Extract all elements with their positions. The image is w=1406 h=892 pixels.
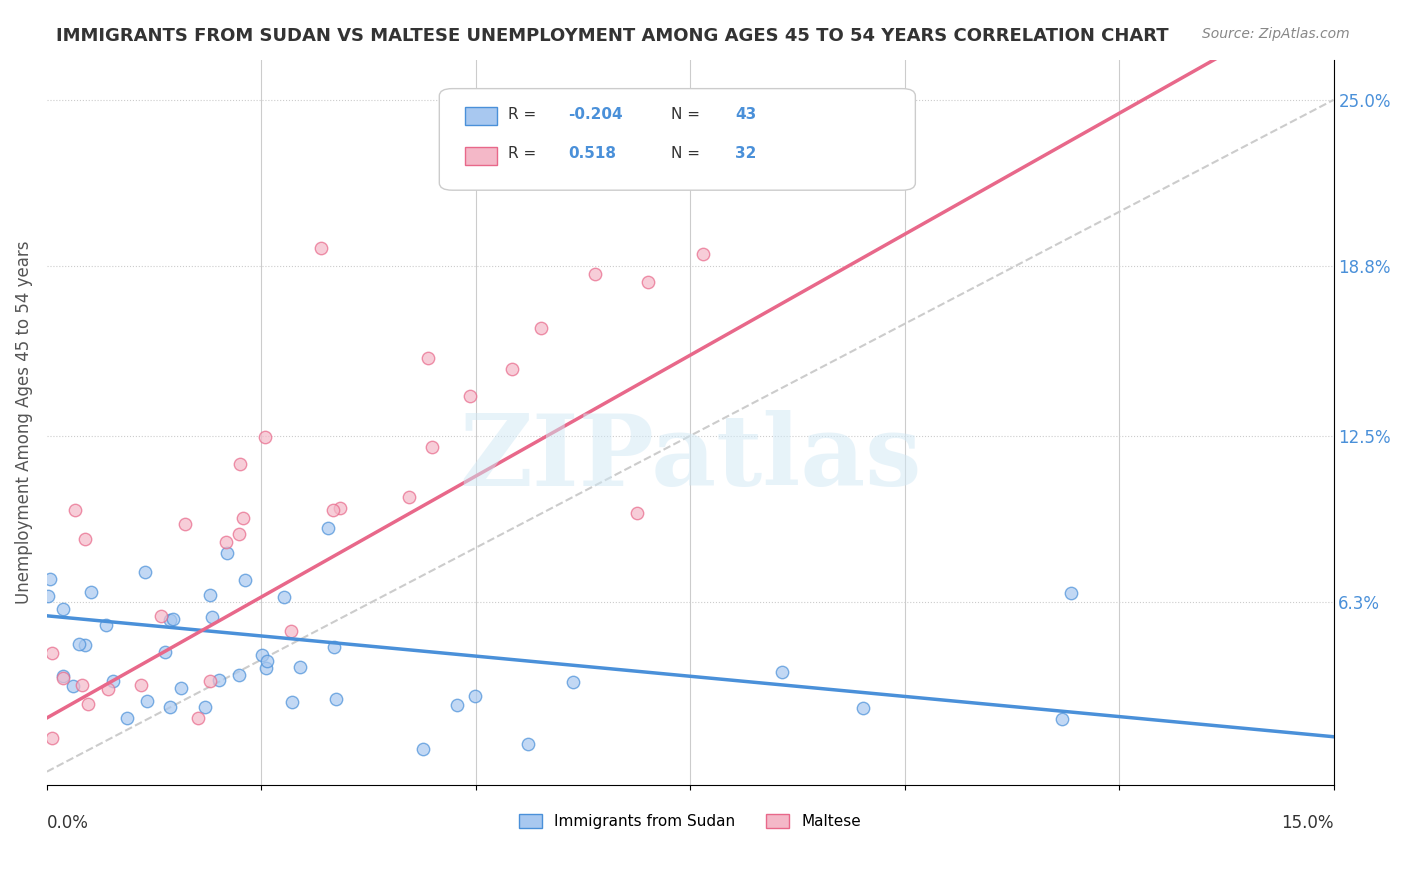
Text: N =: N = xyxy=(671,146,704,161)
Immigrants from Sudan xyxy=(198,588,221,602)
Maltese xyxy=(228,526,250,541)
Immigrants from Sudan xyxy=(852,701,875,715)
Maltese xyxy=(418,351,440,366)
Maltese xyxy=(232,511,254,525)
Immigrants from Sudan xyxy=(217,546,239,560)
Maltese xyxy=(129,678,152,692)
Maltese xyxy=(637,275,659,289)
Immigrants from Sudan xyxy=(561,674,583,689)
Maltese xyxy=(311,241,333,255)
Immigrants from Sudan xyxy=(52,669,75,683)
Maltese xyxy=(97,682,120,697)
Maltese xyxy=(41,731,63,745)
Maltese xyxy=(63,503,86,517)
Maltese xyxy=(501,362,523,376)
Maltese xyxy=(73,532,96,546)
Maltese xyxy=(529,321,551,335)
Maltese xyxy=(253,430,276,444)
Immigrants from Sudan xyxy=(94,617,117,632)
Y-axis label: Unemployment Among Ages 45 to 54 years: Unemployment Among Ages 45 to 54 years xyxy=(15,241,32,604)
Immigrants from Sudan xyxy=(323,640,346,654)
Immigrants from Sudan xyxy=(446,698,468,713)
Maltese xyxy=(692,247,714,261)
Immigrants from Sudan xyxy=(281,694,304,708)
Immigrants from Sudan xyxy=(464,689,486,703)
Text: ZIPatlas: ZIPatlas xyxy=(458,410,921,508)
Immigrants from Sudan xyxy=(208,673,231,687)
Immigrants from Sudan xyxy=(250,648,273,662)
Immigrants from Sudan xyxy=(273,590,295,604)
Immigrants from Sudan xyxy=(170,681,193,695)
Immigrants from Sudan xyxy=(201,609,224,624)
Immigrants from Sudan xyxy=(159,699,181,714)
Maltese xyxy=(583,267,606,281)
Maltese xyxy=(398,490,420,504)
Maltese xyxy=(70,678,93,692)
Text: 15.0%: 15.0% xyxy=(1281,814,1333,832)
Maltese xyxy=(626,506,648,520)
Maltese xyxy=(229,457,252,471)
Immigrants from Sudan xyxy=(256,654,278,668)
Immigrants from Sudan xyxy=(159,613,181,627)
Bar xyxy=(465,146,498,165)
Text: R =: R = xyxy=(508,146,541,161)
Legend: Immigrants from Sudan, Maltese: Immigrants from Sudan, Maltese xyxy=(513,808,868,836)
Immigrants from Sudan xyxy=(1060,586,1083,600)
Text: Source: ZipAtlas.com: Source: ZipAtlas.com xyxy=(1202,27,1350,41)
Maltese xyxy=(322,503,344,517)
Text: IMMIGRANTS FROM SUDAN VS MALTESE UNEMPLOYMENT AMONG AGES 45 TO 54 YEARS CORRELAT: IMMIGRANTS FROM SUDAN VS MALTESE UNEMPLO… xyxy=(56,27,1168,45)
Immigrants from Sudan xyxy=(79,584,101,599)
Maltese xyxy=(187,711,209,725)
Immigrants from Sudan xyxy=(39,572,62,586)
Text: 0.0%: 0.0% xyxy=(46,814,89,832)
Text: N =: N = xyxy=(671,106,704,121)
Immigrants from Sudan xyxy=(193,700,215,714)
FancyBboxPatch shape xyxy=(439,88,915,190)
Text: -0.204: -0.204 xyxy=(568,106,623,121)
Maltese xyxy=(52,671,75,685)
Immigrants from Sudan xyxy=(62,679,84,693)
Immigrants from Sudan xyxy=(1050,713,1073,727)
Maltese xyxy=(215,534,238,549)
Immigrants from Sudan xyxy=(73,638,96,652)
Immigrants from Sudan xyxy=(228,668,250,682)
Immigrants from Sudan xyxy=(316,521,339,535)
Maltese xyxy=(198,673,221,688)
Immigrants from Sudan xyxy=(254,661,277,675)
Maltese xyxy=(41,646,63,660)
Immigrants from Sudan xyxy=(516,738,538,752)
Immigrants from Sudan xyxy=(770,665,793,679)
Immigrants from Sudan xyxy=(162,612,184,626)
Immigrants from Sudan xyxy=(412,742,434,756)
Immigrants from Sudan xyxy=(37,589,59,603)
Immigrants from Sudan xyxy=(115,711,138,725)
Maltese xyxy=(150,609,173,624)
Text: 0.518: 0.518 xyxy=(568,146,616,161)
Maltese xyxy=(76,697,98,711)
Immigrants from Sudan xyxy=(134,566,156,580)
Immigrants from Sudan xyxy=(67,637,90,651)
Maltese xyxy=(420,440,443,454)
Text: R =: R = xyxy=(508,106,541,121)
Maltese xyxy=(329,500,352,515)
Bar xyxy=(465,107,498,125)
Immigrants from Sudan xyxy=(155,644,177,658)
Immigrants from Sudan xyxy=(101,674,124,689)
Text: 32: 32 xyxy=(735,146,756,161)
Immigrants from Sudan xyxy=(233,574,256,588)
Immigrants from Sudan xyxy=(325,692,347,706)
Immigrants from Sudan xyxy=(288,659,311,673)
Maltese xyxy=(458,389,481,403)
Maltese xyxy=(174,516,197,531)
Immigrants from Sudan xyxy=(52,601,75,615)
Maltese xyxy=(280,624,302,638)
Text: 43: 43 xyxy=(735,106,756,121)
Immigrants from Sudan xyxy=(135,694,157,708)
